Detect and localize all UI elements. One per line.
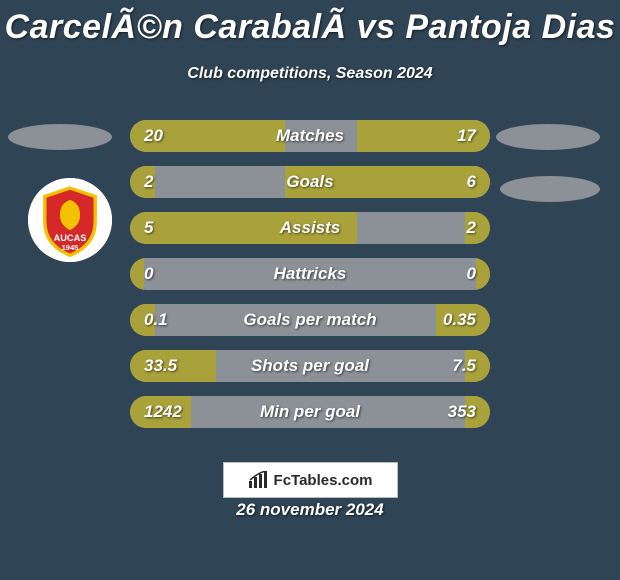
stat-label: Goals per match (243, 310, 376, 330)
stat-value-right: 2 (467, 218, 476, 238)
badge-top-text: AUCAS (54, 233, 87, 243)
player-right-ellipse (496, 124, 600, 150)
stat-value-left: 0 (144, 264, 153, 284)
stat-value-left: 1242 (144, 402, 182, 422)
stat-label: Hattricks (274, 264, 347, 284)
stat-rows: Matches 20 17 Goals 2 6 Assists 5 2 Hattricks 0 0 Go… (130, 120, 490, 442)
page-subtitle: Club competitions, Season 2024 (0, 65, 620, 83)
footer-date: 26 november 2024 (0, 500, 620, 520)
stat-row: Assists 5 2 (130, 212, 490, 244)
stat-label: Shots per goal (251, 356, 369, 376)
stat-row: Shots per goal 33.5 7.5 (130, 350, 490, 382)
chart-icon (248, 471, 268, 489)
club-badge: AUCAS 1945 (28, 178, 112, 262)
stat-value-right: 353 (448, 402, 476, 422)
stat-row: Goals per match 0.1 0.35 (130, 304, 490, 336)
stat-value-right: 17 (457, 126, 476, 146)
stat-value-right: 7.5 (452, 356, 476, 376)
stat-row: Matches 20 17 (130, 120, 490, 152)
stat-label: Assists (280, 218, 340, 238)
player-right-ellipse-2 (500, 176, 600, 202)
fctables-text: FcTables.com (274, 472, 373, 489)
stat-value-left: 2 (144, 172, 153, 192)
stat-value-left: 0.1 (144, 310, 168, 330)
badge-year: 1945 (62, 243, 79, 252)
player-left-ellipse (8, 124, 112, 150)
stat-value-right: 0 (467, 264, 476, 284)
stat-label: Matches (276, 126, 344, 146)
stat-value-right: 6 (467, 172, 476, 192)
stat-label: Goals (286, 172, 333, 192)
bar-left (130, 258, 144, 290)
stat-value-left: 20 (144, 126, 163, 146)
stat-row: Hattricks 0 0 (130, 258, 490, 290)
stat-value-left: 5 (144, 218, 153, 238)
stat-value-right: 0.35 (443, 310, 476, 330)
page-title: CarcelÃ©n CarabalÃ vs Pantoja Dias (0, 0, 620, 47)
stat-row: Min per goal 1242 353 (130, 396, 490, 428)
stat-row: Goals 2 6 (130, 166, 490, 198)
stat-value-left: 33.5 (144, 356, 177, 376)
fctables-badge[interactable]: FcTables.com (223, 462, 398, 498)
club-badge-icon: AUCAS 1945 (28, 178, 112, 262)
bar-right (476, 258, 490, 290)
stat-label: Min per goal (260, 402, 360, 422)
